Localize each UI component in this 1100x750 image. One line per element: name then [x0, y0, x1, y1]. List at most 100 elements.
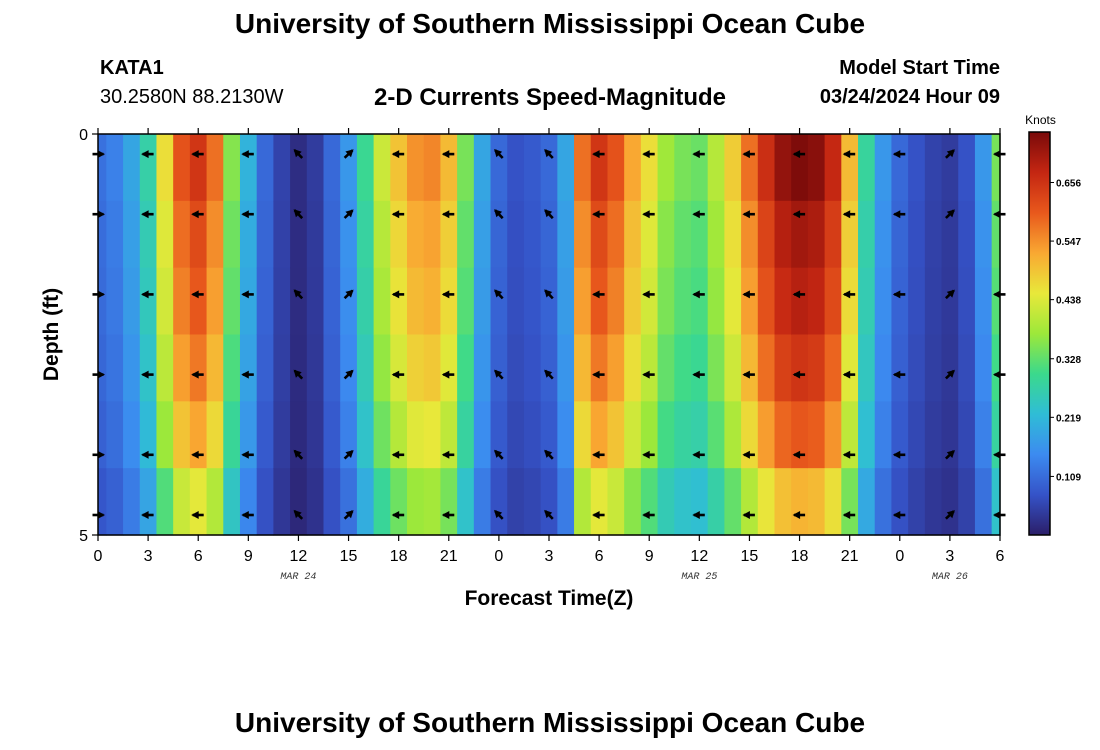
heatmap-cell: [340, 267, 358, 336]
heatmap-cell: [557, 267, 575, 336]
current-arrow: [742, 210, 755, 219]
current-arrow: [892, 511, 906, 519]
heatmap-cell: [256, 468, 274, 536]
heatmap-cell: [991, 468, 1001, 536]
current-arrow: [842, 210, 856, 219]
current-arrow: [892, 210, 906, 219]
heatmap-cell: [590, 267, 609, 336]
product-title: 2-D Currents Speed-Magnitude: [373, 84, 727, 111]
heatmap-cell: [707, 200, 725, 269]
x-axis-label: Forecast Time(Z): [465, 587, 634, 610]
heatmap-cell: [574, 200, 592, 269]
colorbar-tick-label: 0.219: [1056, 413, 1081, 424]
heatmap-cell: [440, 267, 458, 336]
colorbar-tick-label: 0.656: [1056, 179, 1081, 190]
heatmap-cell: [440, 334, 458, 402]
heatmap-cell: [507, 401, 525, 469]
heatmap-cell: [958, 267, 976, 336]
current-arrow: [742, 290, 755, 299]
heatmap-cell: [791, 267, 809, 336]
heatmap-cell: [189, 134, 208, 202]
current-arrow: [494, 289, 504, 300]
heatmap-cell: [273, 267, 291, 336]
current-arrow: [742, 370, 755, 379]
heatmap-cell: [323, 468, 341, 536]
colorbar-tick-label: 0.328: [1056, 355, 1081, 366]
heatmap-cell: [807, 200, 826, 269]
heatmap-cell: [173, 134, 191, 202]
heatmap-cell: [540, 334, 558, 402]
heatmap-cell: [139, 134, 158, 202]
heatmap-cell: [624, 200, 642, 269]
heatmap-cell: [590, 401, 609, 469]
heatmap-cell: [741, 267, 759, 336]
heatmap-cell: [340, 401, 358, 469]
date-label: MAR 26: [932, 572, 968, 583]
heatmap-cell: [490, 267, 508, 336]
heatmap-cell: [841, 134, 859, 202]
heatmap-cell: [607, 200, 625, 269]
heatmap-cell: [156, 334, 174, 402]
current-arrow: [944, 450, 955, 460]
heatmap-cell: [674, 267, 692, 336]
heatmap-cell: [824, 334, 842, 402]
heatmap-cell: [106, 401, 124, 469]
heatmap-cell: [640, 468, 659, 536]
current-arrow: [742, 450, 755, 459]
heatmap-cell: [841, 468, 859, 536]
heatmap-cell: [991, 334, 1001, 402]
heatmap-cell: [690, 334, 709, 402]
heatmap-cell: [256, 200, 274, 269]
heatmap-cell: [858, 468, 876, 536]
heatmap-cell: [974, 134, 993, 202]
current-arrow: [544, 509, 554, 520]
current-arrow: [494, 209, 504, 220]
heatmap-cell: [724, 267, 742, 336]
heatmap-cell: [590, 134, 609, 202]
x-tick-label: 15: [340, 548, 358, 565]
date-label: MAR 25: [681, 572, 717, 583]
heatmap-cell: [189, 468, 208, 536]
heatmap-cell: [724, 200, 742, 269]
heatmap-cell: [390, 334, 408, 402]
heatmap-cell: [457, 334, 475, 402]
heatmap-cell: [206, 401, 224, 469]
heatmap-cell: [841, 334, 859, 402]
heatmap-cell: [173, 200, 191, 269]
heatmap-cell: [590, 468, 609, 536]
heatmap-cell: [490, 468, 508, 536]
current-arrow: [241, 511, 254, 519]
heatmap-cell: [373, 134, 391, 202]
heatmap-cell: [306, 200, 325, 269]
current-arrow: [544, 449, 554, 460]
heatmap-cell: [540, 468, 558, 536]
heatmap-cell: [407, 468, 425, 536]
current-arrow: [692, 150, 705, 159]
heatmap-cell: [791, 334, 809, 402]
heatmap-cell: [156, 401, 174, 469]
heatmap-cell: [473, 334, 492, 402]
heatmap-cell: [223, 401, 241, 469]
heatmap-cell: [891, 401, 909, 469]
current-arrow: [944, 209, 955, 219]
current-arrow: [141, 150, 154, 159]
x-tick-label: 0: [494, 548, 503, 565]
current-arrow: [293, 509, 304, 520]
heatmap-cell: [440, 468, 458, 536]
heatmap-cell: [974, 267, 993, 336]
current-arrow: [494, 509, 504, 520]
current-arrow: [842, 370, 856, 379]
heatmap-cell: [273, 134, 291, 202]
colorbar-tick-label: 0.438: [1056, 296, 1081, 307]
heatmap-cell: [557, 401, 575, 469]
heatmap-cell: [991, 401, 1001, 469]
current-arrow: [343, 149, 354, 159]
heatmap-cell: [290, 200, 308, 269]
heatmap-cell: [239, 134, 258, 202]
heatmap-cell: [724, 468, 742, 536]
heatmap-cell: [356, 200, 375, 269]
heatmap-cell: [457, 134, 475, 202]
heatmap-cell: [206, 468, 224, 536]
current-arrow: [391, 511, 405, 519]
heatmap-cell: [690, 267, 709, 336]
